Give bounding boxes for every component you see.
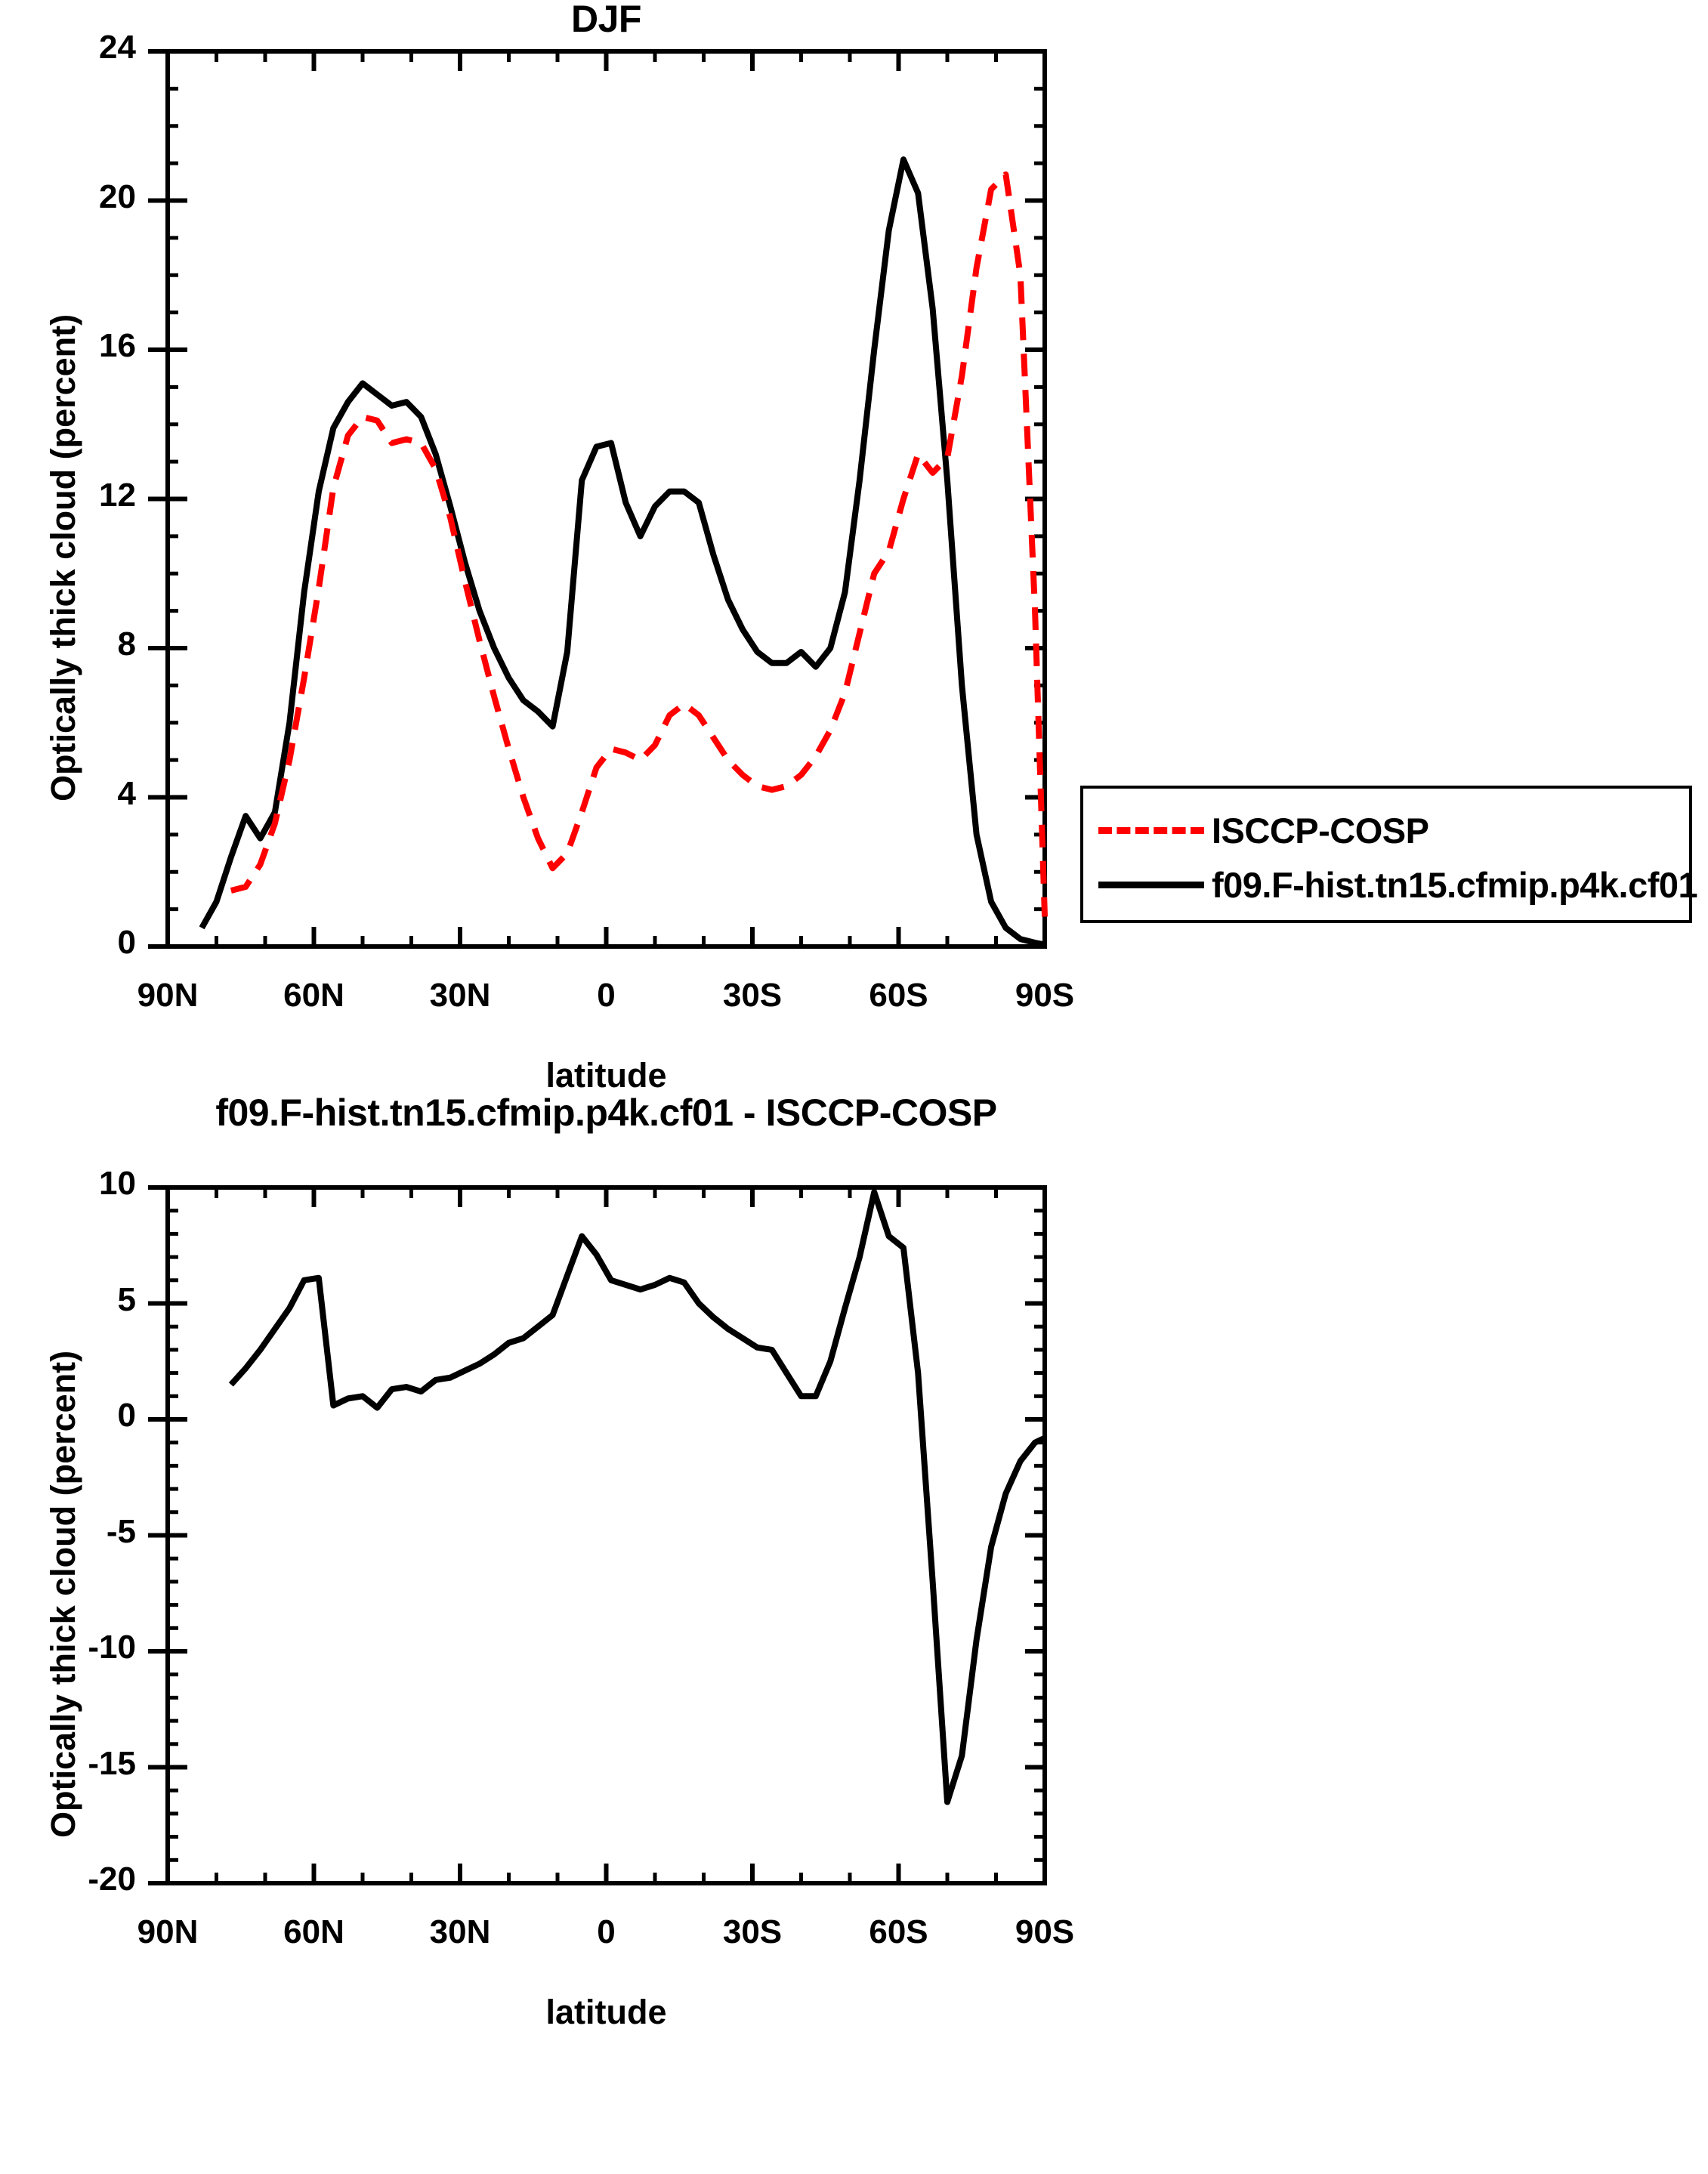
y-tick-label: 8: [117, 625, 136, 662]
y-tick-label: 12: [99, 476, 136, 514]
x-tick-label: 0: [597, 977, 616, 1014]
x-tick-label: 30S: [722, 1913, 783, 1950]
series-line-0: [228, 1189, 1046, 1805]
legend-item-model: f09.F-hist.tn15.cfmip.p4k.cf01: [1098, 864, 1698, 906]
x-tick-label: 60S: [869, 1913, 928, 1950]
panel-bottom: f09.F-hist.tn15.cfmip.p4k.cf01 - ISCCP-C…: [0, 1080, 1708, 2174]
y-tick-label: 0: [117, 924, 136, 961]
y-tick-label: -10: [88, 1629, 136, 1666]
legend-item-isccp-cosp: ISCCP-COSP: [1098, 810, 1429, 851]
x-tick-label: 90N: [137, 1913, 199, 1950]
series-line-0: [199, 156, 1045, 948]
legend-dashed-line-swatch: [1098, 827, 1204, 834]
legend: ISCCP-COSP f09.F-hist.tn15.cfmip.p4k.cf0…: [1080, 786, 1698, 923]
x-tick-label: 60S: [869, 977, 928, 1014]
x-axis-label-top: latitude: [545, 1056, 667, 1095]
x-tick-label: 60N: [283, 977, 344, 1014]
x-tick-label: 90N: [137, 977, 199, 1014]
x-tick-label: 30S: [722, 977, 783, 1014]
legend-item-label: f09.F-hist.tn15.cfmip.p4k.cf01: [1212, 865, 1698, 905]
legend-solid-line-swatch: [1098, 882, 1204, 888]
plot-area-top: [148, 49, 1048, 949]
y-tick-label: 20: [99, 178, 136, 215]
x-tick-label: 60N: [283, 1913, 344, 1950]
y-tick-label: 4: [117, 774, 136, 812]
y-axis-label-top: Optically thick cloud (percent): [44, 313, 82, 801]
legend-item-label: ISCCP-COSP: [1212, 811, 1429, 851]
x-tick-label: 90S: [1015, 1913, 1075, 1950]
y-tick-label: -5: [106, 1512, 136, 1550]
y-tick-label: -15: [88, 1744, 136, 1782]
y-tick-label: -20: [88, 1861, 136, 1898]
y-tick-label: 16: [99, 327, 136, 364]
y-tick-label: 0: [117, 1397, 136, 1434]
x-tick-label: 30N: [429, 1913, 491, 1950]
x-axis-label-bottom: latitude: [545, 1993, 667, 2031]
y-tick-label: 24: [99, 29, 136, 66]
panel-top: DJF Optically thick cloud (percent) lati…: [0, 0, 1708, 1095]
y-tick-label: 5: [117, 1280, 136, 1318]
x-tick-label: 30N: [429, 977, 491, 1014]
page-title: DJF: [571, 0, 641, 40]
plot-area-bottom: [148, 1185, 1047, 1885]
y-tick-label: 10: [99, 1165, 136, 1202]
panel-bottom-title: f09.F-hist.tn15.cfmip.p4k.cf01 - ISCCP-C…: [215, 1092, 997, 1134]
x-tick-label: 0: [597, 1913, 616, 1950]
x-tick-label: 90S: [1015, 977, 1075, 1014]
series-line-1: [230, 171, 1048, 917]
